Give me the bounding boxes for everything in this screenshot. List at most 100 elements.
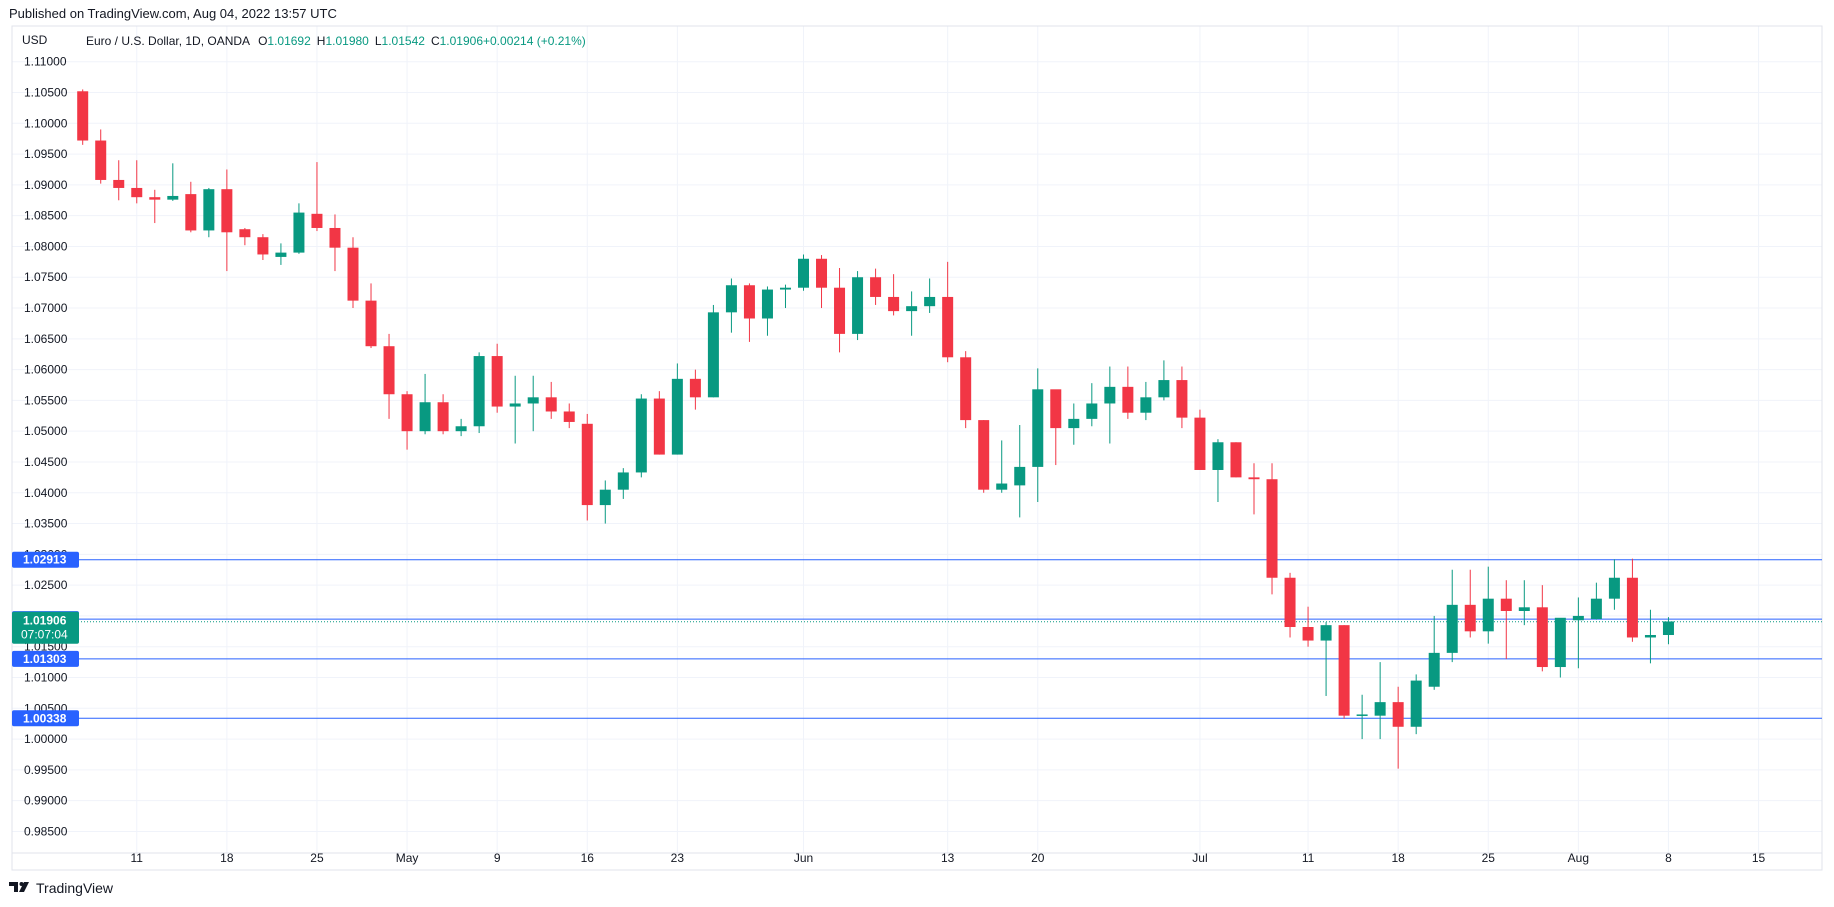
- candle: [725, 278, 737, 333]
- price-tick-label: 1.06000: [24, 363, 68, 377]
- candle: [798, 254, 809, 291]
- candle: [401, 391, 413, 450]
- candle-body: [437, 402, 449, 432]
- candle: [1086, 383, 1098, 427]
- time-tick-label: 16: [581, 851, 595, 865]
- candle-body: [1428, 652, 1440, 687]
- candle-body: [725, 285, 737, 313]
- candle: [77, 89, 89, 145]
- candle-body: [239, 229, 251, 238]
- plot-border: [11, 25, 1823, 871]
- candles[interactable]: [77, 89, 1674, 769]
- candle: [689, 369, 701, 410]
- time-tick-label: 18: [1391, 851, 1405, 865]
- horizontal-lines[interactable]: [12, 559, 1822, 719]
- price-tick-label: 1.05500: [24, 393, 68, 407]
- candle-body: [113, 179, 125, 188]
- candle-body: [545, 397, 557, 412]
- candle: [419, 373, 431, 435]
- price-line-label-bg: [12, 710, 79, 727]
- candle: [1410, 674, 1422, 735]
- candle-body: [1122, 386, 1134, 413]
- candle-body: [1356, 714, 1368, 716]
- time-tick-label: Jul: [1192, 851, 1207, 865]
- price-tick-label: 1.06500: [24, 332, 68, 346]
- legend-field-value: 1.01906: [440, 34, 484, 48]
- legend-field-value: 1.01980: [325, 34, 369, 48]
- candle-body: [1104, 386, 1116, 404]
- candle: [743, 283, 755, 342]
- candle-body: [1014, 466, 1026, 486]
- price-tick-label: 1.08000: [24, 239, 68, 253]
- chart-frame: [11, 25, 1823, 871]
- price-line-label: 1.01303: [12, 650, 79, 667]
- candle-body: [365, 300, 377, 347]
- price-tick-label: 1.04500: [24, 455, 68, 469]
- candle: [1500, 580, 1512, 660]
- candle-body: [1140, 397, 1152, 413]
- time-tick-label: 11: [131, 851, 144, 865]
- grid: [12, 26, 1822, 853]
- price-line-label-bg: [12, 551, 79, 568]
- legend-field-label: C: [431, 34, 440, 48]
- candle-body: [1248, 477, 1260, 480]
- candle: [95, 129, 107, 184]
- currency-label: USD: [22, 33, 48, 47]
- candle: [203, 187, 215, 238]
- candle: [581, 413, 593, 521]
- candle: [347, 237, 359, 309]
- candle-body: [1608, 577, 1620, 599]
- candle: [1536, 585, 1548, 672]
- time-tick-label: 15: [1752, 851, 1766, 865]
- candle: [545, 381, 557, 419]
- candle: [1518, 580, 1530, 626]
- price-tick-label: 0.99000: [24, 794, 68, 808]
- candle: [275, 243, 287, 265]
- legend-field-label: H: [317, 34, 326, 48]
- candle: [1212, 439, 1224, 503]
- time-tick-label: 20: [1031, 851, 1045, 865]
- price-line-value: 1.02913: [23, 553, 67, 567]
- candle-body: [221, 189, 233, 233]
- candle: [149, 189, 161, 224]
- tradingview-logo-icon: [9, 881, 31, 896]
- candle-body: [1446, 604, 1458, 653]
- last-price-label-bg: [12, 611, 79, 644]
- candle-body: [311, 213, 323, 228]
- candle-body: [1590, 598, 1602, 620]
- time-axis[interactable]: 11 18 25 May 9 16 23 Jun 13 20 Jul 11 18 25 Aug 8 15: [131, 851, 1766, 865]
- candle: [185, 181, 197, 233]
- candle: [1014, 425, 1026, 518]
- candle-body: [1212, 442, 1224, 470]
- candle: [1428, 615, 1440, 690]
- candle: [1032, 368, 1044, 503]
- candle: [1356, 694, 1368, 740]
- time-tick-label: May: [396, 851, 419, 865]
- candle: [707, 304, 719, 398]
- candle: [1248, 463, 1260, 515]
- candle-body: [1644, 635, 1656, 638]
- candle-body: [1086, 403, 1098, 419]
- candle: [1194, 409, 1206, 470]
- candle-body: [383, 346, 395, 395]
- candle-body: [527, 397, 539, 404]
- candle-body: [816, 258, 828, 288]
- candle: [113, 160, 125, 201]
- legend-field-label: O: [258, 34, 267, 48]
- time-tick-label: 25: [310, 851, 324, 865]
- price-tick-label: 1.05000: [24, 424, 68, 438]
- tradingview-brand[interactable]: TradingView: [9, 880, 113, 896]
- candle-body: [1302, 627, 1314, 641]
- candle-body: [1050, 389, 1062, 429]
- candle-body: [653, 398, 665, 455]
- candle-body: [1662, 621, 1674, 636]
- price-labels: 1.029131.019471.013031.003381.0190607:07…: [12, 551, 79, 727]
- candle: [1104, 366, 1116, 444]
- candle: [761, 286, 773, 336]
- candle: [365, 283, 377, 349]
- candle: [257, 234, 269, 260]
- candle-body: [275, 252, 287, 257]
- candle-body: [870, 277, 882, 297]
